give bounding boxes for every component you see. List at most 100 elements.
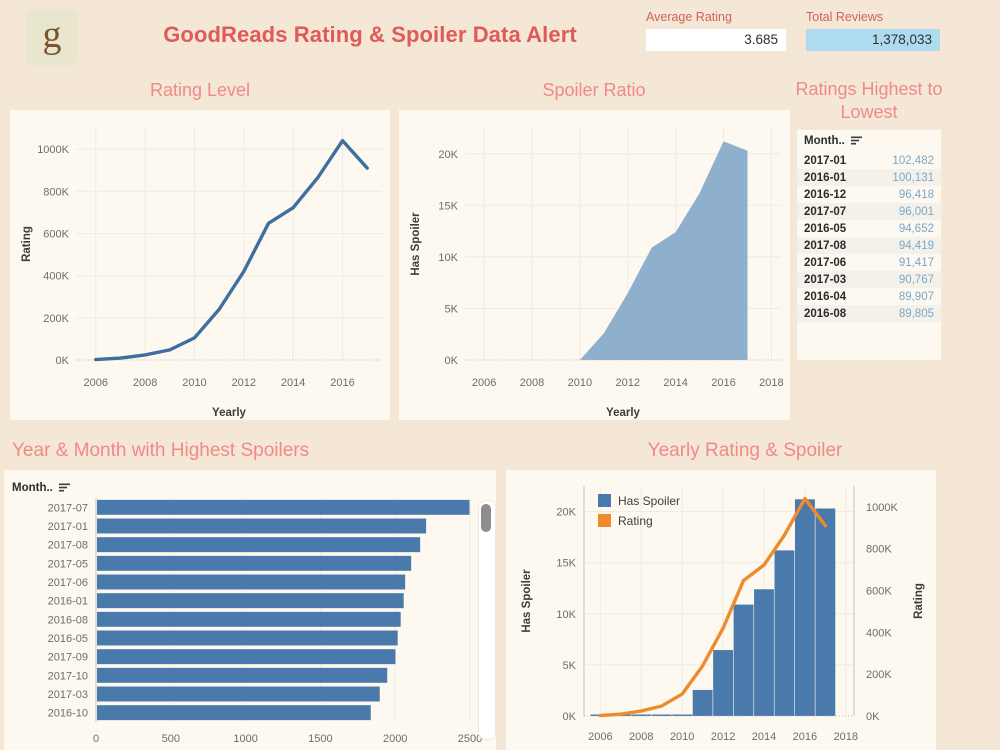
kpi-total-reviews-value[interactable]: 1,378,033 — [806, 29, 940, 51]
table-row[interactable]: 2017-01 102,482 — [797, 152, 941, 169]
table-cell-month: 2017-01 — [804, 154, 847, 167]
chart-yearly-rating-spoiler[interactable]: 0K 5K 10K 15K 20K 0K 200K 400K 600K 800K 1000K 2006… — [506, 470, 936, 750]
svg-text:2012: 2012 — [232, 377, 256, 389]
bar-category-label: 2017-03 — [48, 689, 88, 701]
bar[interactable] — [97, 686, 380, 702]
bar-category-label: 2016-10 — [48, 708, 88, 720]
logo-letter: g — [42, 14, 62, 56]
svg-text:20K: 20K — [556, 507, 576, 519]
table-cell-value: 100,131 — [869, 169, 941, 186]
table-cell-month: 2016-12 — [804, 188, 847, 201]
page-title: GoodReads Rating & Spoiler Data Alert — [163, 22, 577, 47]
chart-highest-spoilers[interactable]: 0 500 1000 1500 2000 2500 2017-07 2017-01 2017-0… — [4, 470, 496, 750]
bar-category-label: 2017-10 — [48, 670, 88, 682]
y2-axis-title: Rating — [913, 583, 925, 619]
table-body: 2017-01 102,482 2016-01 100,131 2016-12 96,41… — [797, 152, 941, 322]
table-row[interactable]: 2016-05 94,652 — [797, 220, 941, 237]
bars-scrollbar-track[interactable] — [478, 500, 496, 740]
spoiler-ratio-area — [579, 141, 748, 360]
bar[interactable] — [97, 611, 401, 627]
svg-text:200K: 200K — [866, 669, 892, 681]
svg-text:5K: 5K — [445, 303, 459, 315]
highest-spoilers-svg: 0 500 1000 1500 2000 2500 2017-07 2017-01 2017-0… — [48, 498, 482, 745]
bar-category-label: 2017-08 — [48, 540, 88, 552]
x-axis-title: Yearly — [212, 407, 246, 419]
kpi-average-rating-value[interactable]: 3.685 — [646, 29, 786, 51]
bar-category-label: 2017-09 — [48, 652, 88, 664]
svg-text:1000K: 1000K — [866, 502, 898, 514]
table-row[interactable]: 2017-08 94,419 — [797, 237, 941, 254]
bar[interactable] — [713, 650, 734, 716]
svg-text:1000K: 1000K — [37, 144, 69, 156]
section-title-highest-spoilers: Year & Month with Highest Spoilers — [12, 440, 310, 461]
bar[interactable] — [97, 499, 470, 515]
bar-category-label: 2017-01 — [48, 521, 88, 533]
svg-text:1500: 1500 — [308, 733, 332, 745]
bar[interactable] — [97, 574, 406, 590]
svg-text:15K: 15K — [556, 558, 576, 570]
table-cell-month: 2016-01 — [797, 169, 870, 186]
table-cell-month: 2016-04 — [804, 290, 847, 303]
legend-swatch-has-spoiler — [598, 494, 611, 507]
bar[interactable] — [794, 499, 815, 716]
bar[interactable] — [631, 714, 652, 717]
y-axis-title: Rating — [21, 226, 33, 262]
svg-text:2014: 2014 — [281, 377, 305, 389]
bar[interactable] — [672, 714, 693, 717]
bar[interactable] — [815, 508, 836, 716]
table-row[interactable]: 2017-07 96,001 — [797, 203, 941, 220]
table-column-header-month[interactable]: Month.. — [797, 130, 941, 152]
bar[interactable] — [97, 555, 412, 571]
table-row[interactable]: 2017-03 90,767 — [797, 271, 941, 288]
svg-text:400K: 400K — [43, 271, 69, 283]
svg-text:600K: 600K — [43, 228, 69, 240]
table-column-header-label: Month.. — [804, 135, 845, 147]
rating-level-line — [94, 138, 369, 362]
svg-text:2008: 2008 — [629, 731, 653, 743]
bar[interactable] — [754, 589, 774, 716]
bar[interactable] — [97, 705, 371, 721]
table-cell-value: 89,805 — [869, 305, 941, 322]
svg-text:2010: 2010 — [670, 731, 694, 743]
sort-descending-icon[interactable] — [851, 136, 863, 145]
bar[interactable] — [97, 518, 427, 534]
svg-text:2012: 2012 — [711, 731, 735, 743]
spoiler-ratio-svg: 0K 5K 10K 15K 20K 2006 2008 2010 2012 2014 2016 201… — [410, 128, 784, 419]
sort-descending-icon[interactable] — [59, 483, 71, 492]
svg-text:2006: 2006 — [588, 731, 612, 743]
chart-rating-level[interactable]: 0K 200K 400K 600K 800K 1000K 2006 2008 2010 2012 2… — [10, 110, 390, 420]
svg-text:2500: 2500 — [458, 733, 482, 745]
table-cell-value: 94,652 — [898, 222, 934, 235]
bars-column-header[interactable]: Month.. — [12, 482, 71, 494]
bar[interactable] — [97, 593, 404, 609]
bar[interactable] — [733, 604, 754, 716]
bar[interactable] — [97, 537, 421, 553]
table-cell-month: 2017-08 — [797, 237, 870, 254]
table-row[interactable]: 2017-06 91,417 — [797, 254, 941, 271]
bar[interactable] — [97, 649, 396, 665]
bar[interactable] — [774, 550, 795, 716]
bar[interactable] — [97, 630, 398, 646]
table-row[interactable]: 2016-01 100,131 — [797, 169, 941, 186]
bars-scrollbar-thumb[interactable] — [481, 504, 491, 532]
svg-text:2006: 2006 — [472, 377, 496, 389]
table-cell-value: 94,419 — [869, 237, 941, 254]
svg-text:400K: 400K — [866, 627, 892, 639]
kpi-average-rating-label: Average Rating — [646, 10, 732, 24]
ratings-table: Month.. 2017-01 102,482 2016-01 100,131 2016… — [797, 130, 941, 322]
table-row[interactable]: 2016-08 89,805 — [797, 305, 941, 322]
svg-text:10K: 10K — [556, 609, 576, 621]
table-row[interactable]: 2016-04 89,907 — [797, 288, 941, 305]
bar[interactable] — [692, 689, 713, 716]
ratings-table-panel[interactable]: Month.. 2017-01 102,482 2016-01 100,131 2016… — [797, 130, 941, 360]
chart-spoiler-ratio[interactable]: 0K 5K 10K 15K 20K 2006 2008 2010 2012 2014 2016 201… — [399, 110, 790, 420]
legend-label-rating: Rating — [618, 514, 653, 528]
bar[interactable] — [651, 714, 672, 717]
table-cell-month: 2017-06 — [804, 256, 847, 269]
bar-category-label: 2016-08 — [48, 614, 88, 626]
table-row[interactable]: 2016-12 96,418 — [797, 186, 941, 203]
svg-text:0K: 0K — [56, 355, 70, 367]
bar[interactable] — [97, 667, 388, 683]
svg-text:10K: 10K — [438, 252, 458, 264]
